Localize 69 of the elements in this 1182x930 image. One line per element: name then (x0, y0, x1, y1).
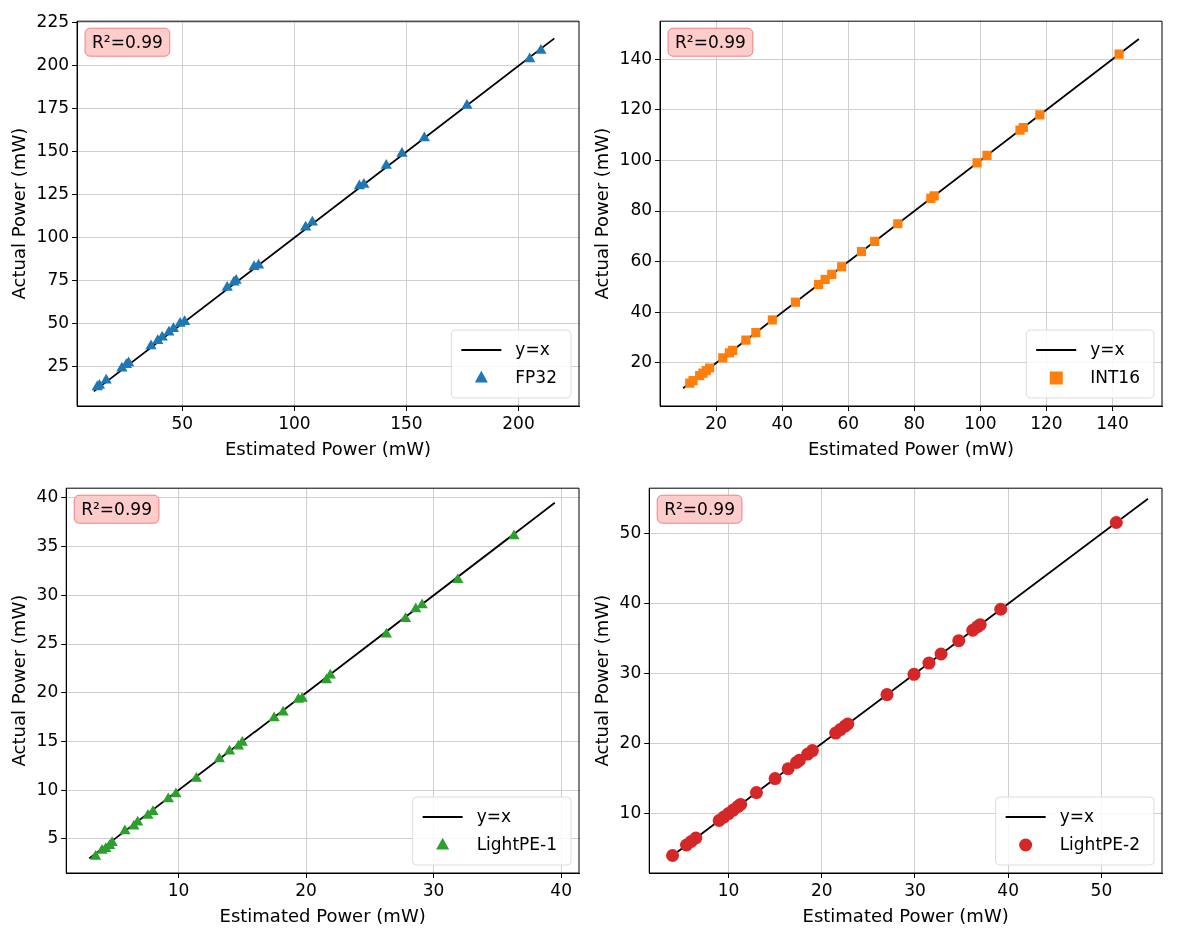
y-tick-label: 60 (630, 250, 653, 271)
annotation: R²=0.99 (92, 31, 163, 52)
legend-label: INT16 (1090, 367, 1140, 388)
annotation: R²=0.99 (81, 498, 152, 519)
y-tick-label: 10 (619, 801, 642, 822)
x-tick-label: 30 (422, 879, 445, 900)
legend-label: y=x (515, 339, 550, 360)
x-tick-label: 50 (1090, 879, 1113, 900)
x-tick-label: 100 (278, 412, 311, 433)
x-axis-title: Estimated Power (mW) (802, 904, 1009, 926)
x-tick-label: 60 (837, 412, 860, 433)
y-tick-label: 25 (36, 632, 59, 653)
y-tick-label: 80 (630, 199, 653, 220)
x-tick-label: 200 (502, 412, 535, 433)
x-tick-label: 150 (390, 412, 423, 433)
y-axis-title: Actual Power (mW) (8, 594, 30, 767)
y-tick-label: 40 (630, 300, 653, 321)
y-tick-label: 40 (619, 592, 642, 613)
y-tick-label: 15 (36, 729, 59, 750)
x-tick-label: 40 (997, 879, 1019, 900)
x-tick-label: 30 (904, 879, 926, 900)
y-tick-label: 225 (36, 11, 70, 32)
y-tick-label: 40 (36, 486, 59, 507)
y-tick-label: 175 (36, 97, 70, 118)
y-axis-title: Actual Power (mW) (8, 127, 30, 300)
x-tick-label: 50 (171, 412, 194, 433)
y-tick-label: 10 (36, 778, 59, 799)
y-tick-label: 75 (47, 269, 70, 290)
x-tick-label: 80 (903, 412, 926, 433)
y-tick-label: 20 (630, 351, 653, 372)
x-axis-title: Estimated Power (mW) (224, 437, 432, 459)
y-tick-label: 120 (619, 98, 653, 119)
legend-label: y=x (476, 806, 512, 827)
y-tick-label: 100 (619, 148, 653, 169)
x-tick-label: 20 (810, 879, 833, 900)
x-tick-label: 20 (705, 412, 728, 433)
legend-label: y=x (1090, 339, 1125, 360)
legend-label: FP32 (515, 367, 558, 388)
y-tick-label: 35 (36, 535, 59, 556)
y-tick-label: 125 (36, 183, 70, 204)
x-tick-label: 100 (964, 412, 997, 433)
x-tick-label: 20 (295, 879, 317, 900)
annotation: R²=0.99 (664, 498, 735, 519)
y-tick-label: 20 (619, 731, 642, 752)
y-tick-label: 140 (619, 47, 653, 68)
x-tick-label: 40 (550, 879, 572, 900)
y-tick-label: 50 (619, 522, 642, 543)
y-tick-label: 200 (36, 54, 70, 75)
y-tick-label: 30 (619, 662, 642, 683)
y-tick-label: 50 (47, 311, 70, 332)
y-tick-label: 20 (36, 681, 59, 702)
x-tick-label: 10 (167, 879, 190, 900)
y-tick-label: 5 (47, 827, 59, 848)
x-tick-label: 10 (717, 879, 740, 900)
legend-label: LightPE-1 (476, 834, 558, 855)
y-axis-title: Actual Power (mW) (591, 127, 613, 300)
y-tick-label: 150 (36, 140, 70, 161)
annotation: R²=0.99 (675, 31, 746, 52)
x-tick-label: 140 (1096, 412, 1129, 433)
x-axis-title: Estimated Power (mW) (807, 437, 1015, 459)
legend-label: y=x (1059, 806, 1095, 827)
x-tick-label: 120 (1030, 412, 1063, 433)
legend-label: LightPE-2 (1059, 834, 1141, 855)
x-tick-label: 40 (771, 412, 794, 433)
y-tick-label: 30 (36, 583, 59, 604)
y-axis-title: Actual Power (mW) (591, 594, 613, 767)
y-tick-label: 100 (36, 226, 70, 247)
x-axis-title: Estimated Power (mW) (219, 904, 426, 926)
y-tick-label: 25 (47, 354, 70, 375)
